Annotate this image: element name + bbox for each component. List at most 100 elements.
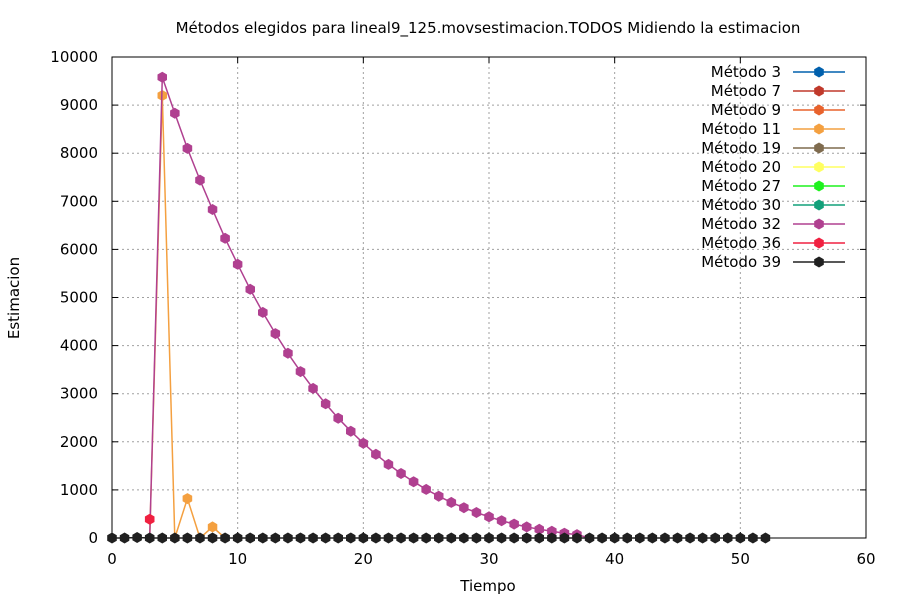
axes: 0 10 20 30 40 50 60 0 1000 2000 3000 4000 5000 6000 70…	[50, 48, 875, 568]
data-point	[119, 532, 130, 544]
data-point	[396, 468, 406, 479]
data-point	[308, 532, 318, 544]
legend-entry: Método 36	[701, 234, 845, 252]
x-tick-label: 30	[479, 550, 498, 568]
data-point	[308, 382, 318, 394]
data-point	[408, 476, 419, 488]
data-point	[534, 523, 544, 535]
data-point	[245, 283, 255, 295]
data-point	[107, 532, 117, 544]
legend-entry: Método 27	[701, 177, 845, 195]
data-point	[195, 174, 205, 186]
data-point	[245, 532, 255, 544]
data-point	[572, 532, 582, 544]
data-point	[333, 412, 343, 424]
x-tick-label: 40	[605, 550, 624, 568]
data-point	[157, 532, 167, 544]
data-point	[421, 532, 431, 544]
legend-marker	[814, 104, 824, 116]
data-point	[182, 493, 193, 505]
legend-entry: Método 30	[701, 196, 845, 214]
data-point	[232, 532, 243, 544]
data-point	[220, 232, 230, 244]
data-point	[144, 513, 155, 525]
data-point	[295, 532, 306, 544]
data-point	[521, 532, 532, 544]
data-point	[509, 518, 519, 530]
data-point	[547, 532, 557, 544]
data-point	[258, 306, 268, 318]
y-tick-label: 1000	[60, 481, 98, 499]
data-point	[170, 107, 180, 119]
legend-marker	[814, 85, 824, 97]
x-tick-label: 60	[856, 550, 875, 568]
data-point	[509, 532, 519, 544]
data-point	[484, 511, 494, 523]
data-point	[471, 507, 482, 518]
legend-label: Método 36	[701, 234, 781, 252]
data-point	[710, 532, 720, 544]
data-point	[132, 532, 142, 543]
y-tick-label: 2000	[60, 433, 98, 451]
legend-marker	[814, 142, 824, 154]
legend-marker	[814, 180, 824, 192]
data-point	[685, 532, 695, 544]
data-point	[559, 532, 570, 544]
data-point	[635, 532, 645, 544]
data-point	[270, 532, 281, 544]
data-point	[320, 398, 331, 410]
series-9	[148, 71, 590, 541]
data-point	[660, 532, 670, 544]
data-point	[521, 521, 532, 533]
data-point	[258, 532, 268, 544]
data-point	[408, 532, 419, 544]
grid	[112, 57, 866, 538]
data-point	[421, 483, 431, 495]
data-point	[735, 532, 746, 544]
data-point	[484, 532, 494, 544]
series-group	[107, 71, 771, 544]
legend-label: Método 19	[701, 139, 781, 157]
data-point	[459, 532, 469, 544]
data-point	[232, 258, 243, 270]
data-point	[622, 532, 632, 544]
data-point	[723, 532, 733, 544]
data-point	[383, 532, 394, 544]
legend-entry: Método 9	[711, 101, 845, 119]
data-point	[584, 532, 595, 544]
legend-entry: Método 3	[711, 63, 845, 81]
data-point	[434, 532, 444, 544]
chart-title: Métodos elegidos para lineal9_125.movses…	[176, 19, 801, 38]
series-11	[107, 532, 771, 544]
series-line	[148, 76, 590, 539]
legend-label: Método 11	[701, 120, 781, 138]
data-point	[371, 532, 381, 544]
legend-label: Método 30	[701, 196, 781, 214]
data-point	[283, 347, 293, 359]
legend-marker	[814, 199, 824, 211]
y-tick-label: 10000	[50, 48, 98, 66]
x-tick-label: 50	[731, 550, 750, 568]
data-point	[220, 532, 230, 544]
legend-label: Método 9	[711, 101, 781, 119]
data-point	[346, 425, 356, 437]
data-point	[446, 532, 457, 544]
series-line	[148, 95, 226, 540]
legend-entry: Método 20	[701, 158, 845, 176]
data-point	[496, 515, 507, 527]
data-point	[207, 521, 218, 533]
data-point	[760, 532, 771, 544]
data-point	[207, 204, 218, 215]
data-point	[434, 490, 444, 502]
data-point	[459, 502, 469, 514]
legend-marker	[814, 256, 824, 268]
data-point	[207, 532, 218, 544]
y-tick-label: 6000	[60, 240, 98, 258]
data-point	[496, 532, 507, 544]
legend-entry: Método 32	[701, 215, 845, 233]
y-tick-label: 0	[88, 529, 98, 547]
y-tick-label: 7000	[60, 192, 98, 210]
legend-entry: Método 39	[701, 253, 845, 271]
data-point	[295, 366, 306, 378]
data-point	[320, 532, 331, 544]
